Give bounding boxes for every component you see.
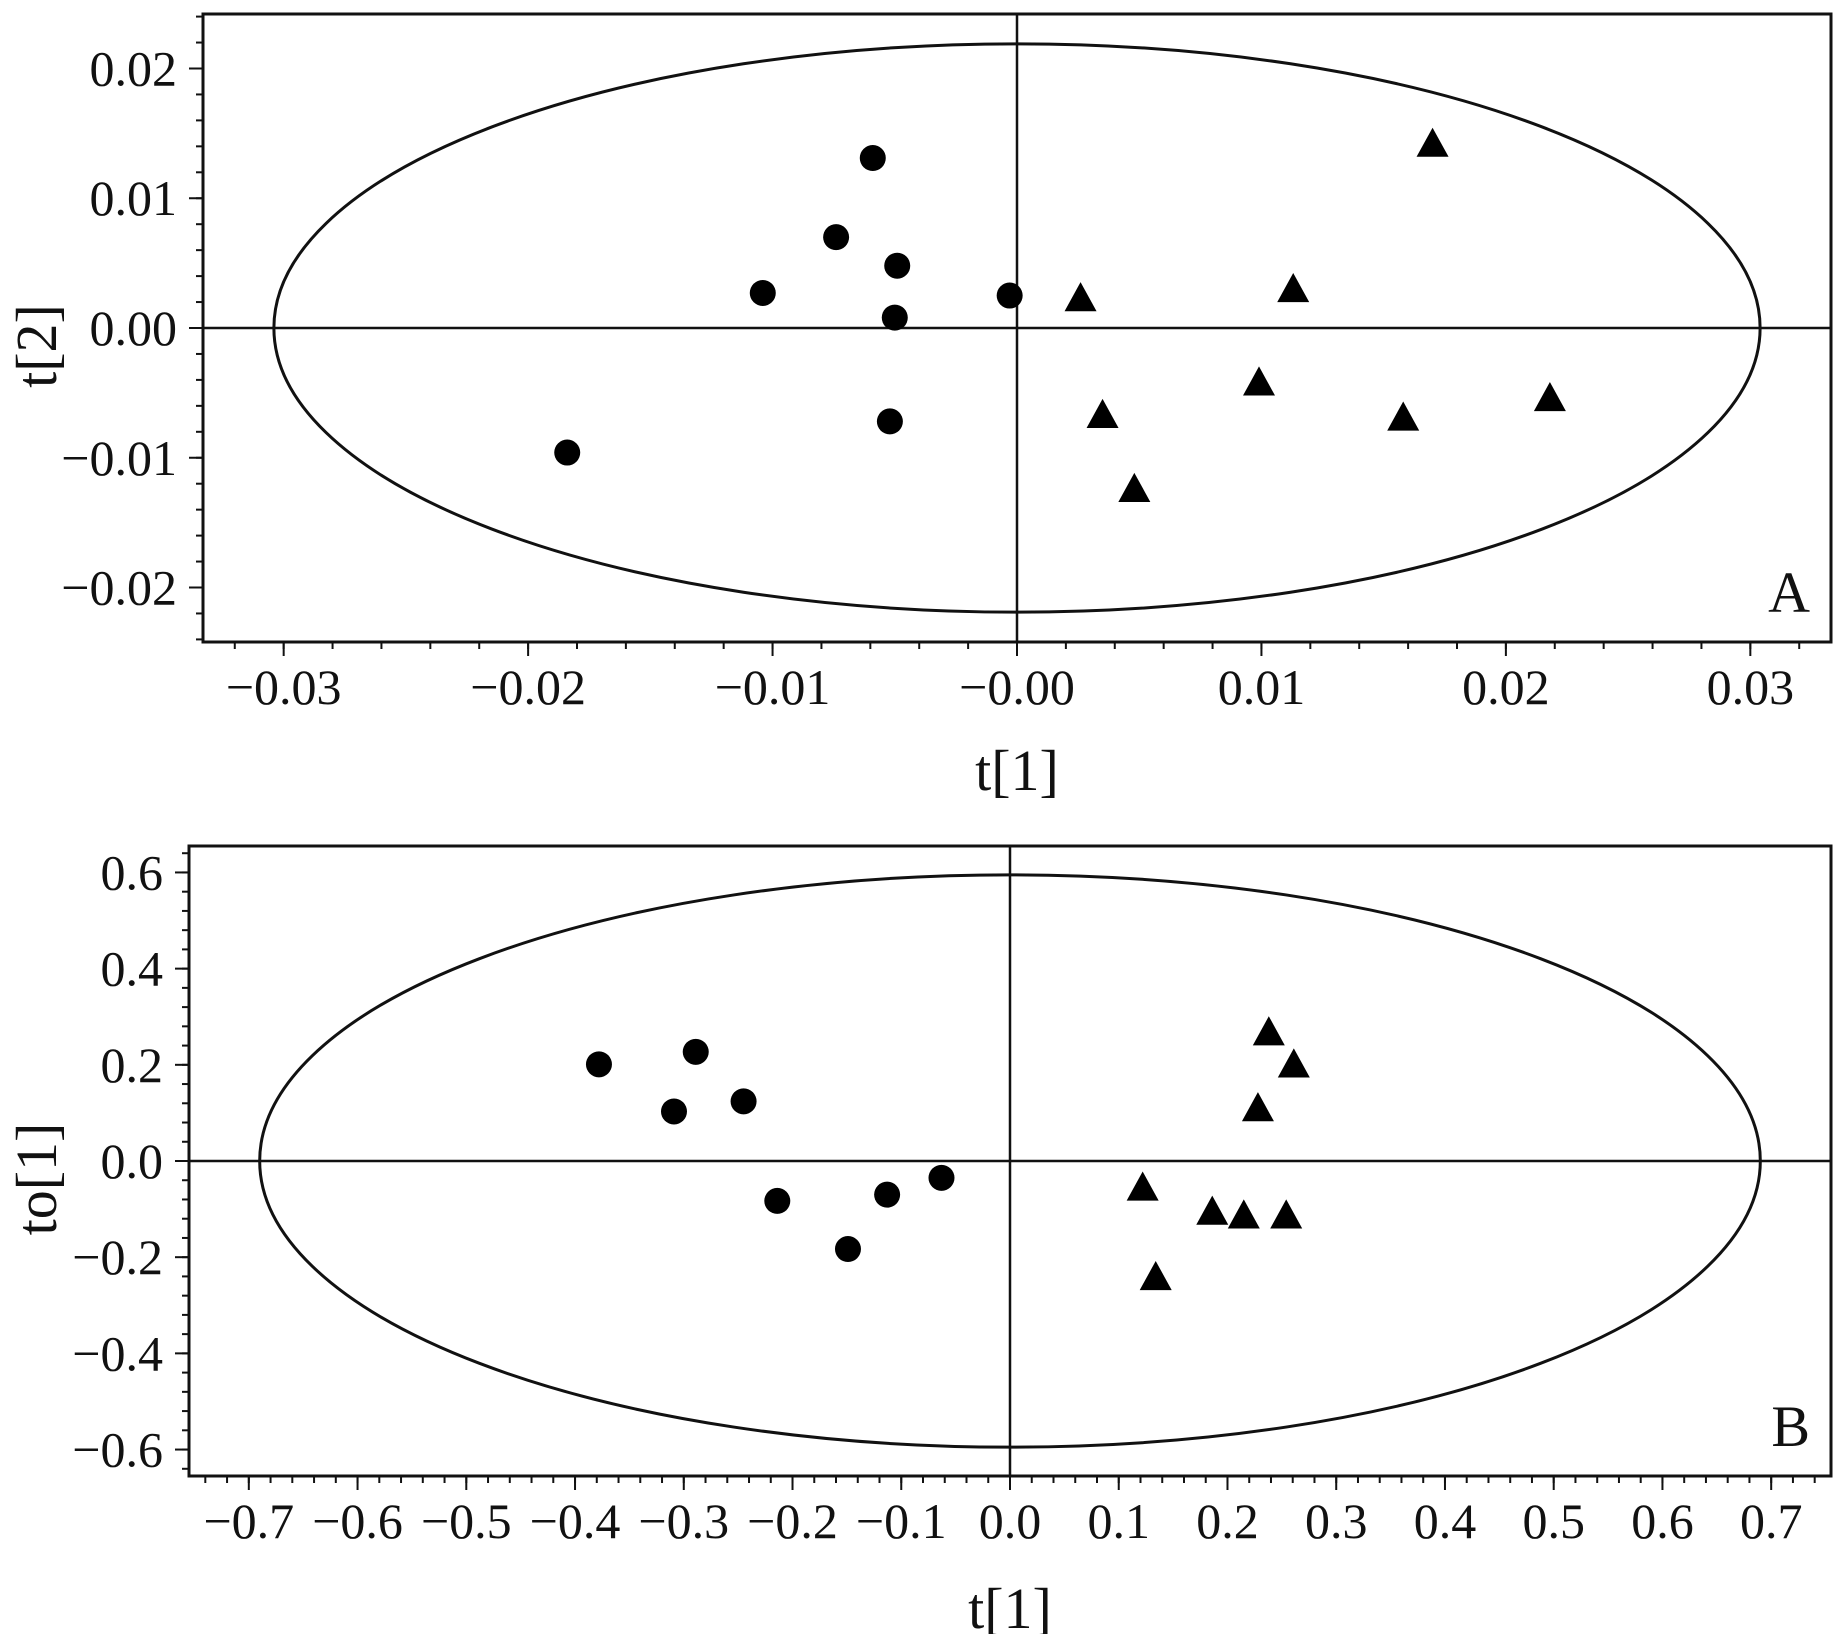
data-point-triangle <box>1241 1092 1274 1122</box>
data-point-circle <box>874 1181 901 1208</box>
x-tick-label: −0.00 <box>959 659 1075 715</box>
panel-label: A <box>1768 560 1810 625</box>
x-tick-label: 0.3 <box>1305 1493 1368 1549</box>
y-tick-label: −0.4 <box>72 1325 163 1381</box>
x-tick-label: 0.1 <box>1087 1493 1150 1549</box>
data-point-triangle <box>1270 1199 1303 1229</box>
x-tick-label: −0.02 <box>470 659 586 715</box>
y-axis-label: t[2] <box>4 304 69 388</box>
data-point-circle <box>876 408 903 435</box>
panel-label: B <box>1771 1394 1810 1459</box>
x-tick-label: 0.0 <box>979 1493 1042 1549</box>
y-tick-label: 0.01 <box>90 170 178 226</box>
data-point-triangle <box>1277 273 1310 303</box>
x-tick-label: −0.5 <box>421 1493 512 1549</box>
data-point-triangle <box>1533 382 1566 412</box>
data-point-circle <box>585 1051 612 1078</box>
x-tick-label: −0.01 <box>715 659 831 715</box>
panel-a: −0.03 −0.02 −0.01 −0.00 0.01 0.02 0.03 0.02 0.01… <box>4 12 1833 803</box>
y-axis-label: to[1] <box>4 1123 69 1236</box>
x-tick-label: −0.6 <box>312 1493 403 1549</box>
data-point-triangle <box>1139 1260 1172 1291</box>
y-tick-label: 0.00 <box>90 300 178 356</box>
x-tick-label: 0.7 <box>1740 1493 1803 1549</box>
data-point-triangle <box>1064 282 1097 312</box>
y-tick-label: 0.02 <box>90 40 178 96</box>
y-tick-label: −0.2 <box>72 1229 163 1285</box>
data-point-triangle <box>1416 127 1449 157</box>
data-point-triangle <box>1243 366 1275 396</box>
x-tick-label: −0.2 <box>747 1493 838 1549</box>
data-point-circle <box>859 145 886 172</box>
data-point-triangle <box>1118 472 1151 502</box>
x-tick-label: 0.2 <box>1196 1493 1259 1549</box>
data-point-circle <box>823 224 850 251</box>
data-point-circle <box>730 1088 757 1115</box>
x-tick-label: 0.5 <box>1522 1493 1585 1549</box>
x-tick-label: 0.03 <box>1707 659 1795 715</box>
data-point-circle <box>682 1038 709 1065</box>
y-tick-label: −0.02 <box>61 560 177 616</box>
x-axis-label: t[1] <box>975 738 1059 803</box>
x-tick-label: −0.03 <box>226 659 342 715</box>
y-tick-label: −0.6 <box>72 1422 163 1478</box>
confidence-ellipse <box>272 42 1762 614</box>
data-point-triangle <box>1277 1048 1310 1078</box>
y-tick-label: 0.0 <box>101 1133 164 1189</box>
x-tick-label: −0.1 <box>856 1493 947 1549</box>
data-point-circle <box>928 1164 955 1191</box>
data-point-triangle <box>1086 398 1119 428</box>
x-tick-label: 0.02 <box>1462 659 1550 715</box>
y-tick-label: −0.01 <box>61 430 177 486</box>
panel-b: −0.7 −0.6 −0.5 −0.4 −0.3 −0.2 −0.1 0.0 0.1 0.2 0.3… <box>4 844 1833 1634</box>
x-tick-label: 0.6 <box>1631 1493 1694 1549</box>
data-point-triangle <box>1227 1199 1260 1229</box>
data-point-circle <box>554 439 581 466</box>
data-point-triangle <box>1387 401 1420 431</box>
y-tick-label: 0.2 <box>101 1037 164 1093</box>
x-tick-label: −0.3 <box>638 1493 729 1549</box>
x-tick-label: 0.01 <box>1218 659 1306 715</box>
data-point-circle <box>881 304 908 331</box>
data-point-triangle <box>1196 1195 1229 1225</box>
data-point-triangle <box>1126 1171 1159 1201</box>
data-point-circle <box>660 1098 687 1125</box>
data-point-circle <box>764 1187 791 1214</box>
data-point-circle <box>834 1236 861 1263</box>
x-tick-label: −0.4 <box>530 1493 621 1549</box>
data-point-triangle <box>1252 1016 1285 1046</box>
data-point-circle <box>996 282 1023 309</box>
x-tick-label: −0.7 <box>203 1493 294 1549</box>
data-point-circle <box>884 252 911 279</box>
x-axis-label: t[1] <box>968 1576 1052 1634</box>
y-tick-label: 0.6 <box>101 844 164 900</box>
y-tick-label: 0.4 <box>101 941 164 997</box>
x-tick-label: 0.4 <box>1414 1493 1477 1549</box>
confidence-ellipse <box>258 873 1762 1449</box>
data-point-circle <box>749 279 776 306</box>
